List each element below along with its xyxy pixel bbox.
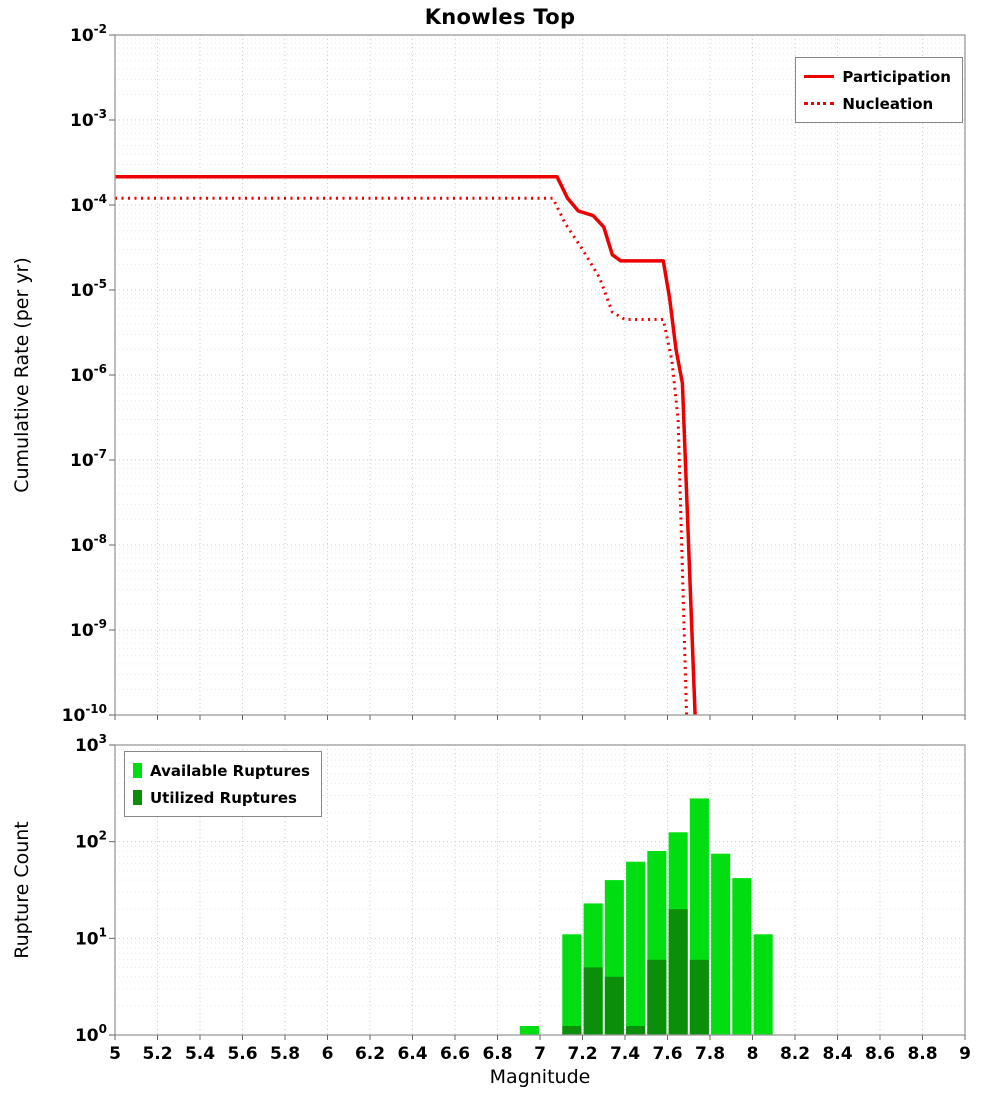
y-axis-label-count: Rupture Count bbox=[11, 821, 33, 959]
svg-text:8.8: 8.8 bbox=[907, 1044, 937, 1064]
svg-text:8: 8 bbox=[747, 1044, 759, 1064]
svg-text:8.6: 8.6 bbox=[865, 1044, 895, 1064]
svg-text:10-2: 10-2 bbox=[70, 22, 107, 46]
legend-item-participation: Participation bbox=[804, 63, 951, 90]
svg-text:10-10: 10-10 bbox=[62, 702, 107, 726]
svg-text:10-8: 10-8 bbox=[70, 532, 107, 556]
legend-ruptures: Available Ruptures Utilized Ruptures bbox=[124, 751, 322, 817]
svg-text:10-6: 10-6 bbox=[70, 362, 107, 386]
svg-text:8.2: 8.2 bbox=[780, 1044, 810, 1064]
svg-text:100: 100 bbox=[75, 1022, 107, 1046]
svg-text:10-9: 10-9 bbox=[70, 617, 107, 641]
svg-text:10-5: 10-5 bbox=[70, 277, 107, 301]
svg-text:6.6: 6.6 bbox=[440, 1044, 470, 1064]
legend-label: Participation bbox=[842, 67, 951, 86]
svg-text:7.6: 7.6 bbox=[652, 1044, 682, 1064]
nucleation-line-sample bbox=[804, 102, 835, 105]
chart-title: Knowles Top bbox=[424, 5, 576, 29]
y-axis-label-rate: Cumulative Rate (per yr) bbox=[11, 257, 33, 493]
legend-item-available: Available Ruptures bbox=[133, 757, 310, 784]
svg-text:6.8: 6.8 bbox=[482, 1044, 512, 1064]
svg-text:5: 5 bbox=[109, 1044, 121, 1064]
utilized-ruptures-swatch bbox=[133, 790, 142, 805]
svg-text:5.2: 5.2 bbox=[142, 1044, 172, 1064]
legend-rates: Participation Nucleation bbox=[795, 57, 963, 123]
svg-text:102: 102 bbox=[75, 829, 107, 853]
svg-text:8.4: 8.4 bbox=[822, 1044, 852, 1064]
svg-text:7.2: 7.2 bbox=[567, 1044, 597, 1064]
svg-text:6: 6 bbox=[322, 1044, 334, 1064]
legend-label: Utilized Ruptures bbox=[150, 788, 297, 807]
svg-text:103: 103 bbox=[75, 732, 107, 756]
legend-label: Available Ruptures bbox=[150, 761, 310, 780]
svg-text:6.2: 6.2 bbox=[355, 1044, 385, 1064]
svg-text:5.4: 5.4 bbox=[185, 1044, 215, 1064]
svg-text:10-4: 10-4 bbox=[70, 192, 107, 216]
svg-text:7.8: 7.8 bbox=[695, 1044, 725, 1064]
legend-item-nucleation: Nucleation bbox=[804, 90, 951, 117]
x-axis-label: Magnitude bbox=[489, 1066, 591, 1088]
svg-text:5.6: 5.6 bbox=[227, 1044, 257, 1064]
svg-text:6.4: 6.4 bbox=[397, 1044, 427, 1064]
svg-text:10-7: 10-7 bbox=[70, 447, 107, 471]
svg-text:10-3: 10-3 bbox=[70, 107, 107, 131]
svg-text:7: 7 bbox=[534, 1044, 546, 1064]
svg-text:9: 9 bbox=[959, 1044, 971, 1064]
participation-line-sample bbox=[804, 75, 835, 78]
svg-text:5.8: 5.8 bbox=[270, 1044, 300, 1064]
svg-text:101: 101 bbox=[75, 925, 107, 949]
svg-text:7.4: 7.4 bbox=[610, 1044, 640, 1064]
available-ruptures-swatch bbox=[133, 763, 142, 778]
legend-label: Nucleation bbox=[842, 94, 934, 113]
legend-item-utilized: Utilized Ruptures bbox=[133, 784, 310, 811]
